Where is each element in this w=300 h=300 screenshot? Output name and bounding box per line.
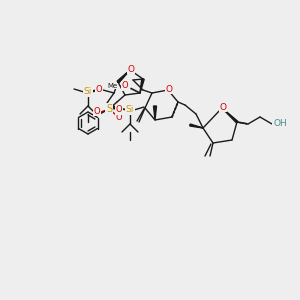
Text: O: O — [116, 112, 122, 122]
Text: O: O — [96, 85, 102, 94]
Text: Si: Si — [126, 106, 134, 115]
Text: S: S — [106, 104, 112, 114]
Polygon shape — [107, 103, 116, 109]
Text: O: O — [122, 82, 128, 91]
Polygon shape — [154, 106, 157, 120]
Text: OH: OH — [273, 118, 287, 127]
Text: O: O — [220, 103, 226, 112]
Polygon shape — [140, 79, 144, 93]
Polygon shape — [222, 108, 238, 123]
Text: Me: Me — [108, 83, 118, 89]
Text: O: O — [128, 64, 134, 74]
Text: O: O — [116, 106, 122, 115]
Polygon shape — [190, 124, 203, 128]
Text: Si: Si — [84, 88, 92, 97]
Text: O: O — [166, 85, 172, 94]
Polygon shape — [117, 70, 130, 83]
Text: O: O — [94, 106, 100, 116]
